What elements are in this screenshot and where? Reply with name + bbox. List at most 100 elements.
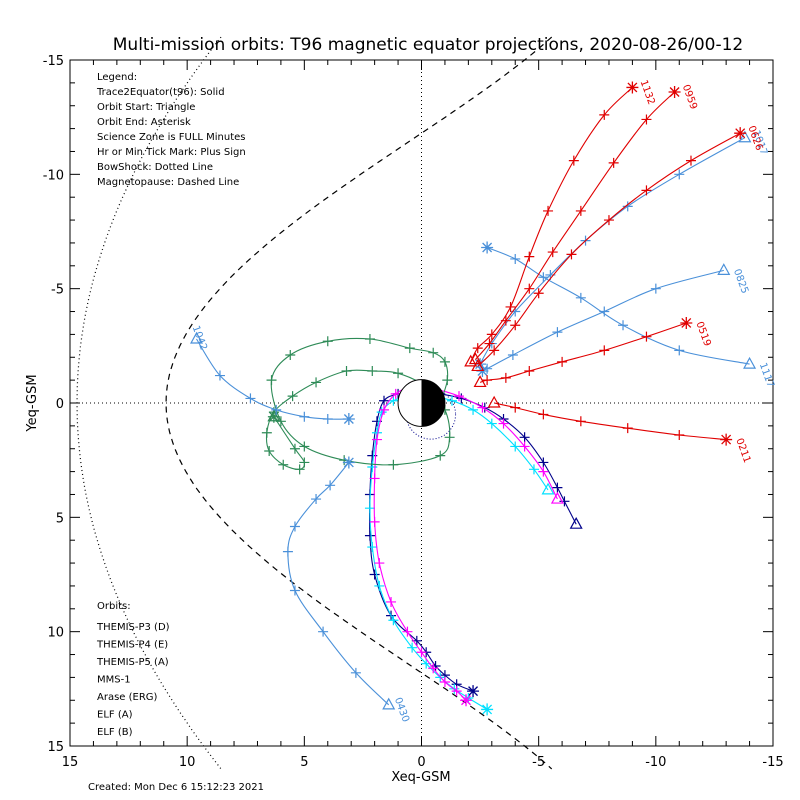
mission-legend-entry: THEMIS-P5 (A)	[96, 657, 169, 668]
mission-legend-entry: MMS-1	[97, 675, 131, 686]
orbit-series	[261, 333, 455, 475]
hour-tick-mark	[299, 441, 310, 452]
mission-legend-entry: ELF (B)	[97, 727, 133, 738]
hour-tick-mark	[489, 345, 500, 356]
hour-tick-mark	[264, 446, 275, 457]
hour-tick-mark	[510, 320, 521, 331]
orbit-start-triangle	[190, 331, 204, 344]
legend-line: Hr or Min Tick Mark: Plus Sign	[97, 147, 246, 158]
hour-tick-mark	[524, 365, 535, 376]
orbit-time-label: 1132	[638, 79, 657, 107]
hour-tick-mark	[379, 404, 390, 415]
hour-tick-mark	[674, 430, 685, 441]
hour-tick-mark	[500, 315, 511, 326]
hour-tick-mark	[435, 450, 446, 461]
orbit-end-asterisk	[342, 456, 355, 469]
hour-tick-mark	[524, 251, 535, 262]
hour-tick-mark	[339, 455, 350, 466]
magnetopause-line	[165, 36, 553, 770]
earth-icon	[397, 379, 446, 427]
x-tick-label: 5	[300, 755, 308, 770]
hour-tick-mark	[285, 349, 296, 360]
hour-tick-mark	[575, 416, 586, 427]
hour-tick-mark	[510, 253, 521, 264]
orbit-end-asterisk	[481, 241, 494, 254]
hour-tick-mark	[369, 569, 380, 580]
hour-tick-mark	[538, 457, 549, 468]
orbit-series	[364, 386, 583, 698]
orbit-track	[373, 386, 558, 701]
hour-tick-mark	[533, 288, 544, 299]
hour-tick-mark	[379, 395, 390, 406]
orbit-end-asterisk	[734, 127, 747, 140]
orbit-series: 0519	[473, 316, 713, 388]
orbit-start-triangle	[473, 375, 487, 388]
orbit-track	[287, 462, 390, 706]
hour-tick-mark	[367, 462, 378, 473]
hour-tick-mark	[322, 414, 333, 425]
hour-tick-mark	[299, 411, 310, 422]
hour-tick-mark	[622, 423, 633, 434]
orbit-time-label: 0211	[733, 437, 752, 465]
orbit-series: 0626	[471, 124, 764, 372]
y-tick-label: 10	[47, 626, 64, 641]
hour-tick-mark	[350, 667, 361, 678]
hour-tick-mark	[507, 349, 518, 360]
mission-legend-entry: THEMIS-P3 (D)	[96, 622, 170, 633]
orbit-series: 0825	[476, 263, 750, 377]
orbit-end-asterisk	[460, 694, 473, 707]
hour-tick-mark	[416, 647, 427, 658]
earth-night-side	[421, 379, 445, 427]
legend-line: Orbit End: Asterisk	[97, 117, 191, 128]
y-tick-label: 15	[47, 740, 64, 755]
hour-tick-mark	[393, 368, 404, 379]
hour-tick-mark	[278, 459, 289, 470]
legend-line: Trace2Equator(t96): Solid	[96, 87, 225, 98]
x-tick-label: 10	[179, 755, 196, 770]
hour-tick-mark	[364, 530, 375, 541]
hour-tick-mark	[477, 402, 488, 413]
hour-tick-mark	[575, 205, 586, 216]
hour-tick-mark	[371, 434, 382, 445]
hour-tick-mark	[538, 466, 549, 477]
x-tick-label: 15	[62, 755, 79, 770]
orbit-end-asterisk	[668, 86, 681, 99]
hour-tick-mark	[404, 343, 415, 354]
orbit-start-triangle	[569, 516, 583, 529]
hour-tick-mark	[603, 215, 614, 226]
orbit-time-label: 0519	[693, 320, 712, 348]
mission-legend-entry: THEMIS-P4 (E)	[96, 640, 168, 651]
orbit-start-triangle	[743, 356, 757, 369]
orbit-start-triangle	[471, 359, 485, 372]
hour-tick-mark	[559, 496, 570, 507]
hour-tick-mark	[685, 155, 696, 166]
legend-line: Science Zone is FULL Minutes	[97, 132, 246, 143]
hour-tick-mark	[482, 375, 493, 386]
y-tick-label: -10	[43, 168, 64, 183]
x-tick-label: 0	[417, 755, 425, 770]
y-tick-label: -5	[51, 283, 64, 298]
mission-legend: Orbits: THEMIS-P3 (D) THEMIS-P4 (E) THEMIS-…	[96, 601, 170, 738]
hour-tick-mark	[341, 365, 352, 376]
hour-tick-mark	[552, 327, 563, 338]
orbit-time-label: 0825	[731, 268, 750, 296]
hour-tick-mark	[599, 345, 610, 356]
hour-tick-mark	[468, 404, 479, 415]
y-tick-label: -15	[43, 54, 64, 69]
orbit-series: 1117	[481, 241, 776, 389]
hour-tick-mark	[430, 660, 441, 671]
hour-tick-mark	[428, 663, 439, 674]
hour-tick-mark	[386, 596, 397, 607]
hour-tick-mark	[528, 464, 539, 475]
hour-tick-mark	[510, 441, 521, 452]
hour-tick-mark	[442, 375, 453, 386]
orbit-time-label: 0430	[392, 696, 411, 724]
orbit-start-triangle	[487, 395, 501, 408]
ticks-layer: 15 10 5 0 -5 -10 -15 -15 -10 -5 0 5 10 15	[43, 54, 784, 770]
hour-tick-mark	[271, 404, 282, 415]
hour-tick-mark	[674, 345, 685, 356]
orbit-start-triangle	[738, 130, 752, 143]
hour-tick-mark	[261, 427, 272, 438]
